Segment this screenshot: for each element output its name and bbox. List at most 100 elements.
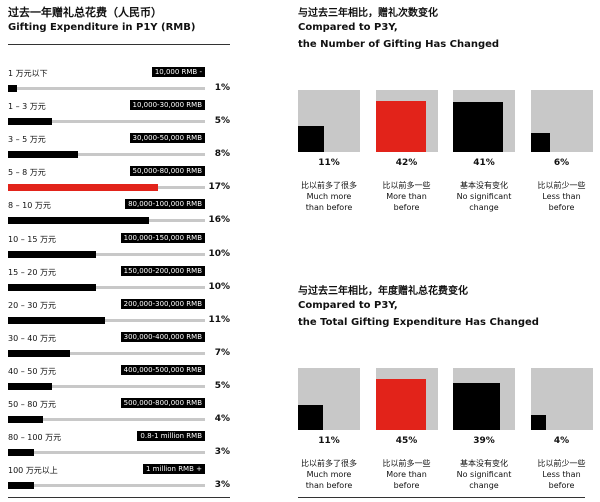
bar	[8, 382, 53, 390]
category-label: 20 – 30 万元	[8, 300, 56, 310]
range-label: 300,000-400,000 RMB	[120, 331, 205, 342]
divider	[8, 497, 230, 498]
bar-track	[8, 384, 205, 388]
value-label: 3%	[214, 480, 230, 491]
square	[375, 379, 427, 430]
square	[298, 126, 324, 152]
bar	[8, 283, 97, 291]
value-label: 6%	[553, 158, 570, 168]
category-label-en: Less than before	[542, 192, 581, 212]
value-label: 4%	[553, 436, 570, 446]
bar	[8, 217, 149, 225]
square	[375, 101, 427, 152]
bar	[8, 482, 35, 490]
value-label: 4%	[214, 414, 230, 424]
category-label: 比以前少一些	[537, 459, 586, 468]
divider	[298, 497, 585, 498]
category-label: 1 万元以下	[8, 69, 48, 78]
category-label: 15 – 20 万元	[8, 267, 56, 277]
value-label: 10%	[208, 248, 230, 259]
square	[453, 101, 504, 152]
value-label: 41%	[473, 158, 495, 168]
bar	[8, 316, 105, 324]
value-label: 1%	[214, 83, 230, 93]
bar	[8, 416, 44, 423]
value-label: 16%	[208, 215, 230, 226]
category-label-en: Much more than before	[305, 470, 353, 490]
square	[453, 382, 501, 430]
category-label: 30 – 40 万元	[8, 333, 56, 343]
bar-track	[8, 484, 205, 488]
chart-title: 与过去三年相比，年度赠礼总花费变化	[298, 286, 468, 297]
bar-track	[8, 418, 205, 421]
value-label: 11%	[208, 314, 230, 325]
chart-title: the Total Gifting Expenditure Has Change…	[298, 317, 539, 328]
value-label: 8%	[214, 149, 230, 160]
category-label-en: No significant change	[456, 470, 512, 490]
value-label: 5%	[214, 116, 230, 127]
category-label: 比以前多一些	[382, 181, 431, 190]
category-label: 基本没有变化	[460, 181, 508, 190]
category-label: 比以前多了很多	[301, 459, 357, 468]
category-label-en: More than before	[386, 192, 427, 212]
value-label: 5%	[214, 380, 230, 391]
range-label: 1 million RMB +	[142, 464, 205, 475]
range-label: 50,000-80,000 RMB	[129, 166, 205, 177]
category-label: 100 万元以上	[8, 466, 58, 476]
bar-track	[8, 451, 205, 455]
bar-track	[8, 252, 205, 256]
category-label: 1 – 3 万元	[8, 102, 46, 112]
bar	[8, 449, 35, 457]
bar-track	[8, 318, 205, 322]
category-label: 基本没有变化	[460, 459, 508, 468]
range-label: 0.8-1 million RMB	[137, 431, 205, 442]
bar-track	[8, 351, 205, 355]
bar	[8, 118, 53, 126]
category-label: 80 – 100 万元	[8, 433, 62, 443]
category-label: 比以前多了很多	[301, 181, 357, 190]
category-label: 8 – 10 万元	[8, 201, 51, 211]
chart-title: Compared to P3Y,	[298, 21, 398, 33]
category-label-en: More than before	[386, 470, 427, 490]
category-label: 比以前少一些	[537, 181, 586, 190]
bar	[8, 250, 97, 258]
divider	[8, 44, 230, 45]
square	[530, 414, 546, 430]
bar	[8, 184, 158, 192]
bar	[8, 349, 70, 357]
category-label: 10 – 15 万元	[8, 234, 56, 244]
square	[298, 404, 324, 430]
value-label: 3%	[214, 447, 230, 458]
range-label: 500,000-800,000 RMB	[120, 398, 205, 408]
value-label: 17%	[208, 182, 230, 193]
bar	[8, 85, 17, 92]
category-label: 5 – 8 万元	[8, 168, 46, 178]
range-label: 100,000-150,000 RMB	[120, 232, 205, 243]
category-label-en: Much more than before	[305, 192, 353, 212]
range-label: 400,000-500,000 RMB	[120, 364, 205, 375]
chart-title: 过去一年赠礼总花费（人民币）	[8, 6, 162, 19]
value-label: 42%	[395, 158, 418, 168]
chart-title: the Number of Gifting Has Changed	[298, 39, 500, 50]
bar	[8, 151, 79, 159]
range-label: 200,000-300,000 RMB	[120, 298, 205, 309]
bar-track	[8, 153, 205, 157]
category-label: 40 – 50 万元	[8, 366, 56, 376]
value-label: 45%	[395, 436, 418, 446]
chart-title: Compared to P3Y,	[298, 299, 398, 311]
bar-track	[8, 285, 205, 289]
bar-track	[8, 87, 205, 90]
chart-subtitle: Gifting Expenditure in P1Y (RMB)	[8, 22, 196, 33]
category-label: 比以前多一些	[382, 459, 431, 468]
value-label: 7%	[214, 347, 230, 358]
category-label: 50 – 80 万元	[8, 400, 56, 409]
range-label: 80,000-100,000 RMB	[125, 199, 205, 210]
category-label: 3 – 5 万元	[8, 135, 46, 145]
value-label: 11%	[318, 436, 340, 446]
category-label-en: Less than before	[542, 470, 581, 490]
range-label: 30,000-50,000 RMB	[129, 133, 205, 144]
range-label: 10,000-30,000 RMB	[129, 100, 205, 111]
square	[530, 132, 550, 152]
bar-track	[8, 120, 205, 124]
